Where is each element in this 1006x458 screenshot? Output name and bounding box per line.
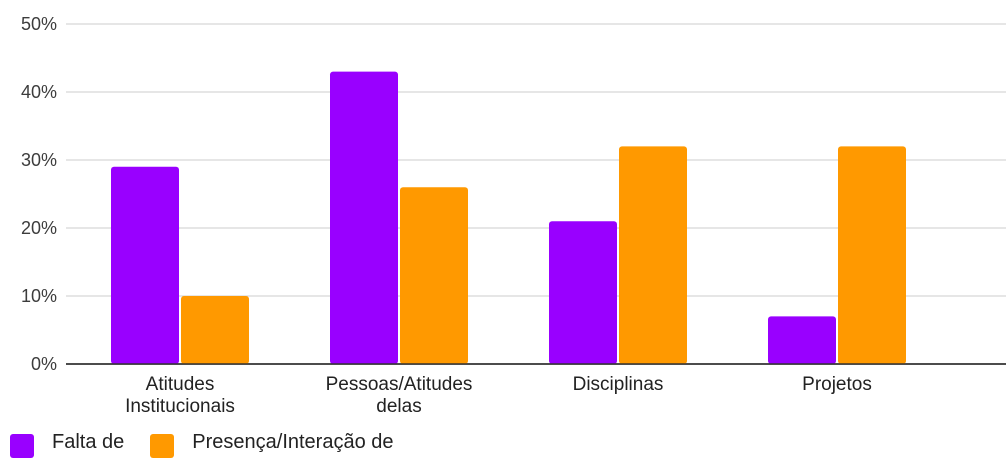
x-category-label: Atitudes Institucionais: [125, 374, 235, 417]
bar-series-2-3: [619, 146, 687, 364]
legend-item-series-1: Falta de: [10, 428, 124, 458]
bar-series-1-3: [549, 221, 617, 364]
y-tick-label: 50%: [21, 14, 57, 34]
legend-swatch-series-1: [10, 434, 34, 458]
bar-series-2-2: [400, 187, 468, 364]
bar-series-1-4: [768, 316, 836, 364]
x-category-label: Disciplinas: [573, 374, 664, 395]
y-tick-label: 0%: [31, 354, 57, 374]
legend-label-series-2: Presença/Interação de: [192, 431, 394, 453]
y-tick-label: 20%: [21, 218, 57, 238]
bar-series-2-4: [838, 146, 906, 364]
legend: Falta de Presença/Interação de: [10, 428, 420, 458]
y-axis-tick-labels: 0% 10% 20% 30% 40% 50%: [21, 14, 57, 374]
bar-series-2-1: [181, 296, 249, 364]
x-axis-category-labels: Atitudes Institucionais Pessoas/Atitudes de…: [125, 374, 872, 417]
legend-item-series-2: Presença/Interação de: [150, 428, 394, 458]
x-category-label: Projetos: [802, 374, 872, 395]
bar-series-1-2: [330, 71, 398, 364]
bar-series-1-1: [111, 166, 179, 364]
x-category-label: Pessoas/Atitudes delas: [326, 374, 473, 417]
legend-swatch-series-2: [150, 434, 175, 458]
y-tick-label: 40%: [21, 82, 57, 102]
y-tick-label: 30%: [21, 150, 57, 170]
bars: [66, 71, 1006, 365]
bar-chart: 0% 10% 20% 30% 40% 50% Atitudes Institucionais…: [21, 14, 1006, 417]
legend-label-series-1: Falta de: [52, 431, 125, 453]
y-tick-label: 10%: [21, 286, 57, 306]
